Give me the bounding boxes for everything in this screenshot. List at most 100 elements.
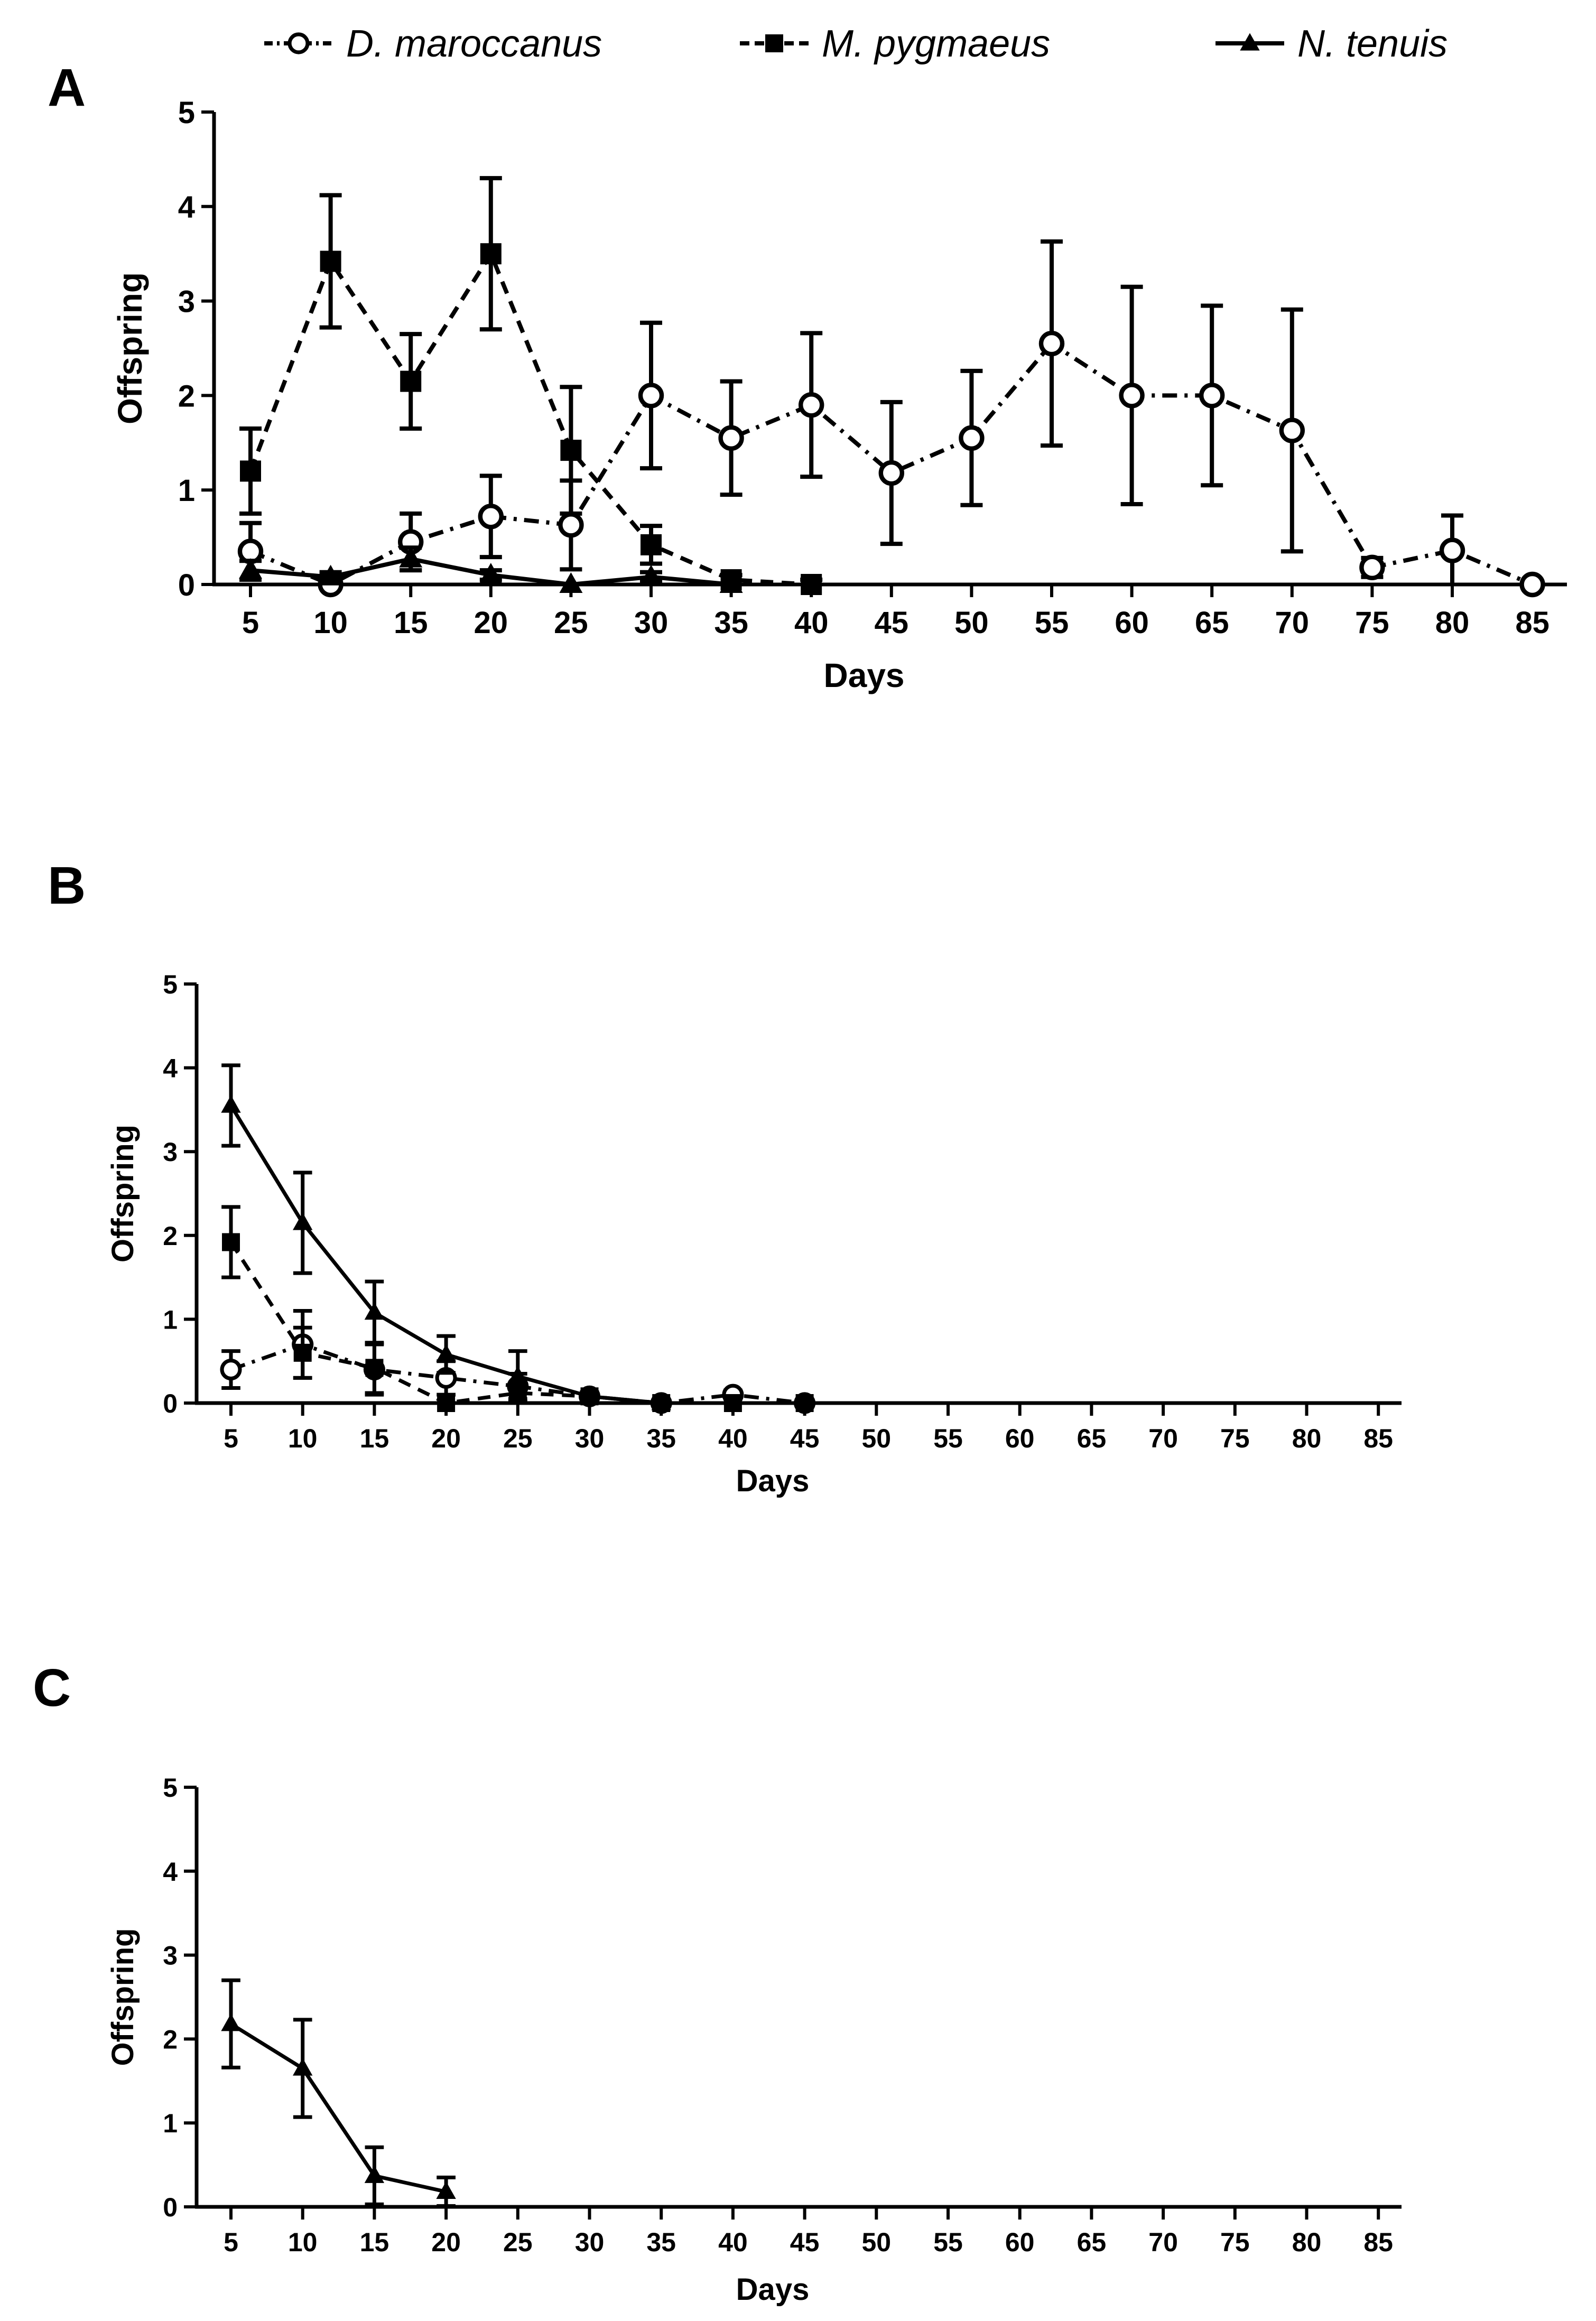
x-tick-label: 40	[718, 1424, 748, 1453]
x-tick-label: 65	[1077, 2227, 1107, 2257]
panel-letter: A	[48, 58, 86, 117]
y-tick-label: 0	[163, 1389, 178, 1418]
data-point	[437, 1394, 456, 1412]
data-point	[293, 2058, 313, 2076]
data-point	[319, 564, 342, 586]
y-tick-label: 5	[163, 970, 178, 999]
x-tick-label: 75	[1220, 2227, 1250, 2257]
data-point	[639, 564, 663, 586]
x-tick-label: 70	[1148, 2227, 1178, 2257]
x-tick-label: 40	[794, 606, 829, 640]
y-tick-label: 4	[163, 1054, 178, 1083]
data-point	[365, 1359, 384, 1377]
y-axis-title: Offspring	[111, 272, 149, 424]
y-tick-label: 2	[178, 379, 195, 413]
legend-marker	[765, 34, 783, 52]
series-line	[248, 252, 812, 587]
x-tick-label: 30	[575, 2227, 605, 2257]
series-n-tenuis	[239, 545, 743, 593]
x-tick-label: 70	[1148, 1424, 1178, 1453]
y-tick-label: 4	[178, 190, 195, 225]
x-tick-label: 50	[861, 1424, 891, 1453]
x-tick-label: 55	[933, 1424, 963, 1453]
data-point	[399, 546, 423, 568]
data-point	[1359, 554, 1385, 581]
x-tick-label: 25	[503, 1424, 533, 1453]
data-point	[364, 1302, 385, 1320]
x-tick-label: 60	[1115, 606, 1149, 640]
series-line	[230, 2022, 447, 2194]
x-tick-label: 70	[1275, 606, 1310, 640]
x-tick-label: 10	[288, 2227, 318, 2257]
data-point	[560, 440, 582, 461]
x-tick-label: 25	[554, 606, 588, 640]
data-point	[795, 1394, 814, 1412]
data-point	[719, 572, 743, 593]
x-tick-label: 75	[1220, 1424, 1250, 1453]
x-tick-label: 5	[242, 606, 259, 640]
data-point	[718, 425, 744, 451]
x-tick-label: 80	[1292, 1424, 1322, 1453]
data-point	[320, 250, 341, 272]
x-tick-label: 5	[224, 1424, 238, 1453]
x-tick-label: 15	[360, 1424, 389, 1453]
y-tick-label: 0	[163, 2193, 178, 2222]
data-point	[293, 1212, 313, 1230]
y-tick-label: 1	[178, 474, 195, 508]
series-d-maroccanus	[237, 239, 1545, 598]
data-point	[801, 574, 822, 595]
x-tick-label: 10	[288, 1424, 318, 1453]
y-axis-title: Offspring	[106, 1125, 140, 1262]
x-tick-label: 85	[1363, 2227, 1393, 2257]
x-tick-label: 50	[954, 606, 989, 640]
panel-letter: C	[33, 1658, 71, 1717]
x-tick-label: 20	[431, 1424, 461, 1453]
x-tick-label: 75	[1355, 606, 1389, 640]
data-point	[479, 563, 503, 584]
y-tick-label: 1	[163, 2109, 178, 2138]
x-tick-label: 50	[861, 2227, 891, 2257]
chart-legend: D. maroccanus M. pygmaeus N. tenuis	[264, 23, 1447, 65]
y-tick-label: 2	[163, 2025, 178, 2054]
data-point	[579, 1386, 600, 1404]
x-axis-title: Days	[736, 1464, 810, 1498]
data-point	[508, 1366, 528, 1384]
legend-label: D. maroccanus	[346, 23, 602, 65]
data-point	[1038, 330, 1065, 357]
y-tick-label: 4	[163, 1857, 178, 1887]
x-tick-label: 40	[718, 2227, 748, 2257]
x-tick-label: 35	[714, 606, 748, 640]
y-tick-label: 2	[163, 1221, 178, 1251]
y-tick-label: 1	[163, 1305, 178, 1334]
panel-letter: B	[48, 856, 86, 915]
legend-marker	[287, 32, 310, 54]
data-point	[239, 558, 262, 579]
data-point	[364, 2165, 385, 2183]
y-tick-label: 3	[163, 1137, 178, 1167]
data-point	[1519, 571, 1545, 598]
x-tick-label: 35	[646, 2227, 676, 2257]
y-tick-label: 5	[178, 96, 195, 130]
legend-item-n-tenuis: N. tenuis	[1215, 23, 1447, 65]
data-point	[436, 1344, 456, 1362]
legend-item-d-maroccanus: D. maroccanus	[264, 23, 602, 65]
x-tick-label: 30	[575, 1424, 605, 1453]
data-point	[1439, 537, 1465, 563]
x-tick-label: 60	[1005, 1424, 1035, 1453]
data-point	[221, 2013, 241, 2031]
x-tick-label: 60	[1005, 2227, 1035, 2257]
x-tick-label: 15	[394, 606, 428, 640]
data-point	[1119, 383, 1145, 409]
data-point	[959, 425, 985, 451]
data-point	[559, 572, 583, 593]
legend-label: N. tenuis	[1297, 23, 1447, 65]
data-point	[293, 1343, 312, 1362]
y-tick-label: 0	[178, 568, 195, 602]
data-point	[558, 512, 584, 538]
data-point	[1199, 383, 1225, 409]
x-tick-label: 35	[646, 1424, 676, 1453]
x-tick-label: 65	[1077, 1424, 1107, 1453]
